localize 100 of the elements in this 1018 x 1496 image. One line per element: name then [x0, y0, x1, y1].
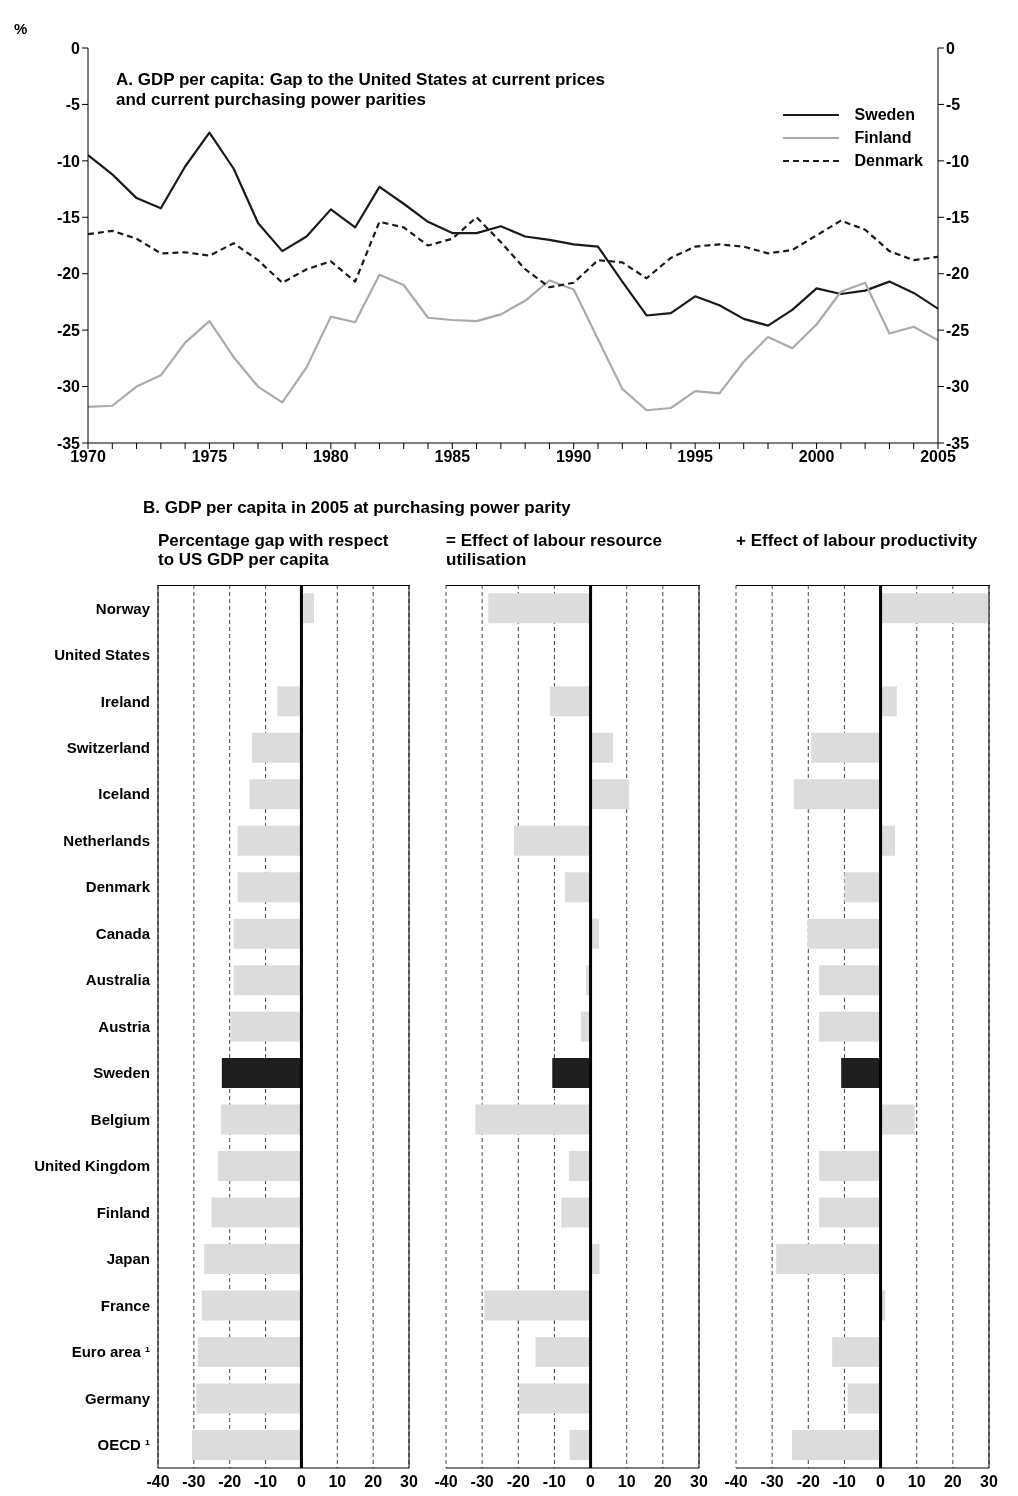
x-tick-label: 1980 — [313, 448, 349, 466]
bar — [880, 593, 989, 624]
chart-title: B. GDP per capita in 2005 at purchasing power parity — [143, 498, 571, 517]
y-tick-label: United Kingdom — [34, 1157, 150, 1175]
x-tick-label: 0 — [586, 1473, 596, 1491]
x-tick-label: -40 — [724, 1473, 748, 1491]
line-series — [88, 273, 938, 412]
bar — [819, 1197, 881, 1228]
y2-tick-label: -15 — [946, 208, 970, 226]
y-axis-title: % — [14, 20, 28, 37]
y2-tick-label: 0 — [946, 39, 955, 57]
bar — [475, 1104, 591, 1135]
x-tick-label: 2005 — [920, 448, 956, 466]
y-tick-label: Germany — [84, 1389, 151, 1407]
x-tick-label: -10 — [832, 1473, 857, 1491]
bar — [847, 1383, 881, 1414]
bar — [569, 1429, 591, 1460]
bar — [519, 1383, 591, 1414]
x-tick-label: -20 — [218, 1473, 242, 1491]
y2-tick-label: -25 — [946, 321, 970, 339]
legend-label: Sweden — [854, 105, 915, 124]
bar — [513, 825, 591, 856]
y2-tick-label: -10 — [946, 152, 970, 170]
bar — [484, 1290, 591, 1321]
x-tick-label: 2000 — [798, 448, 835, 466]
x-tick-label: -30 — [470, 1473, 494, 1491]
y-tick-label: Euro area ¹ — [71, 1343, 150, 1361]
x-tick-label: 20 — [364, 1473, 383, 1491]
x-tick-label: 10 — [907, 1473, 926, 1491]
bar — [880, 1104, 915, 1135]
line-series — [88, 131, 938, 327]
x-tick-label: -10 — [542, 1473, 567, 1491]
bar — [844, 872, 881, 903]
bar — [793, 779, 881, 810]
y-tick-label: -5 — [65, 96, 81, 114]
x-tick-label: 10 — [617, 1473, 636, 1491]
x-tick-label: -40 — [434, 1473, 458, 1491]
x-tick-label: 0 — [296, 1473, 306, 1491]
x-tick-label: -20 — [796, 1473, 820, 1491]
x-tick-label: 30 — [980, 1473, 998, 1491]
y-tick-label: Denmark — [85, 878, 151, 896]
legend-label: Denmark — [854, 151, 923, 170]
bar — [561, 1197, 591, 1228]
text: A. GDP per capita: Gap to the United States at current prices and current purchasing power parities — [116, 70, 607, 110]
y2-tick-label: -30 — [946, 378, 970, 396]
bar — [880, 686, 897, 717]
x-tick-label: 10 — [328, 1473, 347, 1491]
x-tick-label: 30 — [690, 1473, 708, 1491]
x-tick-label: 0 — [876, 1473, 886, 1491]
bar — [832, 1336, 881, 1367]
y-tick-label: France — [100, 1296, 150, 1314]
bar — [776, 1244, 881, 1274]
bar — [792, 1429, 881, 1460]
bar — [880, 825, 896, 856]
x-tick-label: -30 — [760, 1473, 784, 1491]
y-tick-label: OECD ¹ — [97, 1436, 150, 1454]
bar — [552, 1058, 591, 1089]
y2-tick-label: -5 — [946, 96, 961, 114]
y-tick-label: United States — [54, 646, 150, 664]
y2-tick-label: -20 — [946, 265, 970, 283]
y-tick-label: Switzerland — [66, 738, 150, 756]
legend-label: Finland — [854, 128, 912, 147]
y-tick-label: -10 — [56, 152, 81, 170]
x-tick-label: -20 — [506, 1473, 530, 1491]
bar — [807, 918, 881, 949]
y-tick-label: Austria — [98, 1017, 151, 1035]
y-tick-label: Ireland — [100, 692, 150, 710]
bar — [819, 1011, 881, 1042]
bar — [811, 732, 881, 763]
y-tick-label: Belgium — [90, 1110, 150, 1128]
x-tick-label: 30 — [400, 1473, 418, 1491]
bar — [590, 779, 629, 810]
y-tick-label: -25 — [56, 321, 81, 339]
y-tick-label: -30 — [56, 378, 81, 396]
bar — [568, 1151, 591, 1182]
x-tick-label: 1990 — [555, 448, 592, 466]
bar — [590, 732, 613, 763]
y-tick-label: -20 — [56, 265, 81, 283]
x-tick-label: 20 — [943, 1473, 962, 1491]
bar — [550, 686, 591, 717]
x-tick-label: -10 — [254, 1473, 278, 1491]
bar — [819, 965, 881, 996]
chart-subtitle: Percentage gap with respect to US GDP per capita — [158, 531, 390, 569]
y-tick-label: Iceland — [98, 785, 150, 803]
bar — [841, 1058, 881, 1089]
bar — [535, 1336, 591, 1367]
bar — [819, 1151, 881, 1182]
y-tick-label: Sweden — [93, 1064, 150, 1082]
x-tick-label: 1995 — [677, 448, 714, 466]
y-tick-label: Canada — [95, 924, 151, 942]
y-tick-label: Finland — [96, 1203, 150, 1221]
x-tick-label: -40 — [146, 1473, 170, 1491]
y-tick-label: Norway — [95, 599, 151, 617]
x-tick-label: 20 — [653, 1473, 672, 1491]
chart-title: + Effect of labour productivity — [736, 531, 979, 550]
y-tick-label: 0 — [71, 39, 81, 57]
bar — [564, 872, 591, 903]
x-tick-label: -30 — [182, 1473, 206, 1491]
bar — [488, 593, 591, 624]
y-tick-label: -15 — [56, 208, 81, 226]
